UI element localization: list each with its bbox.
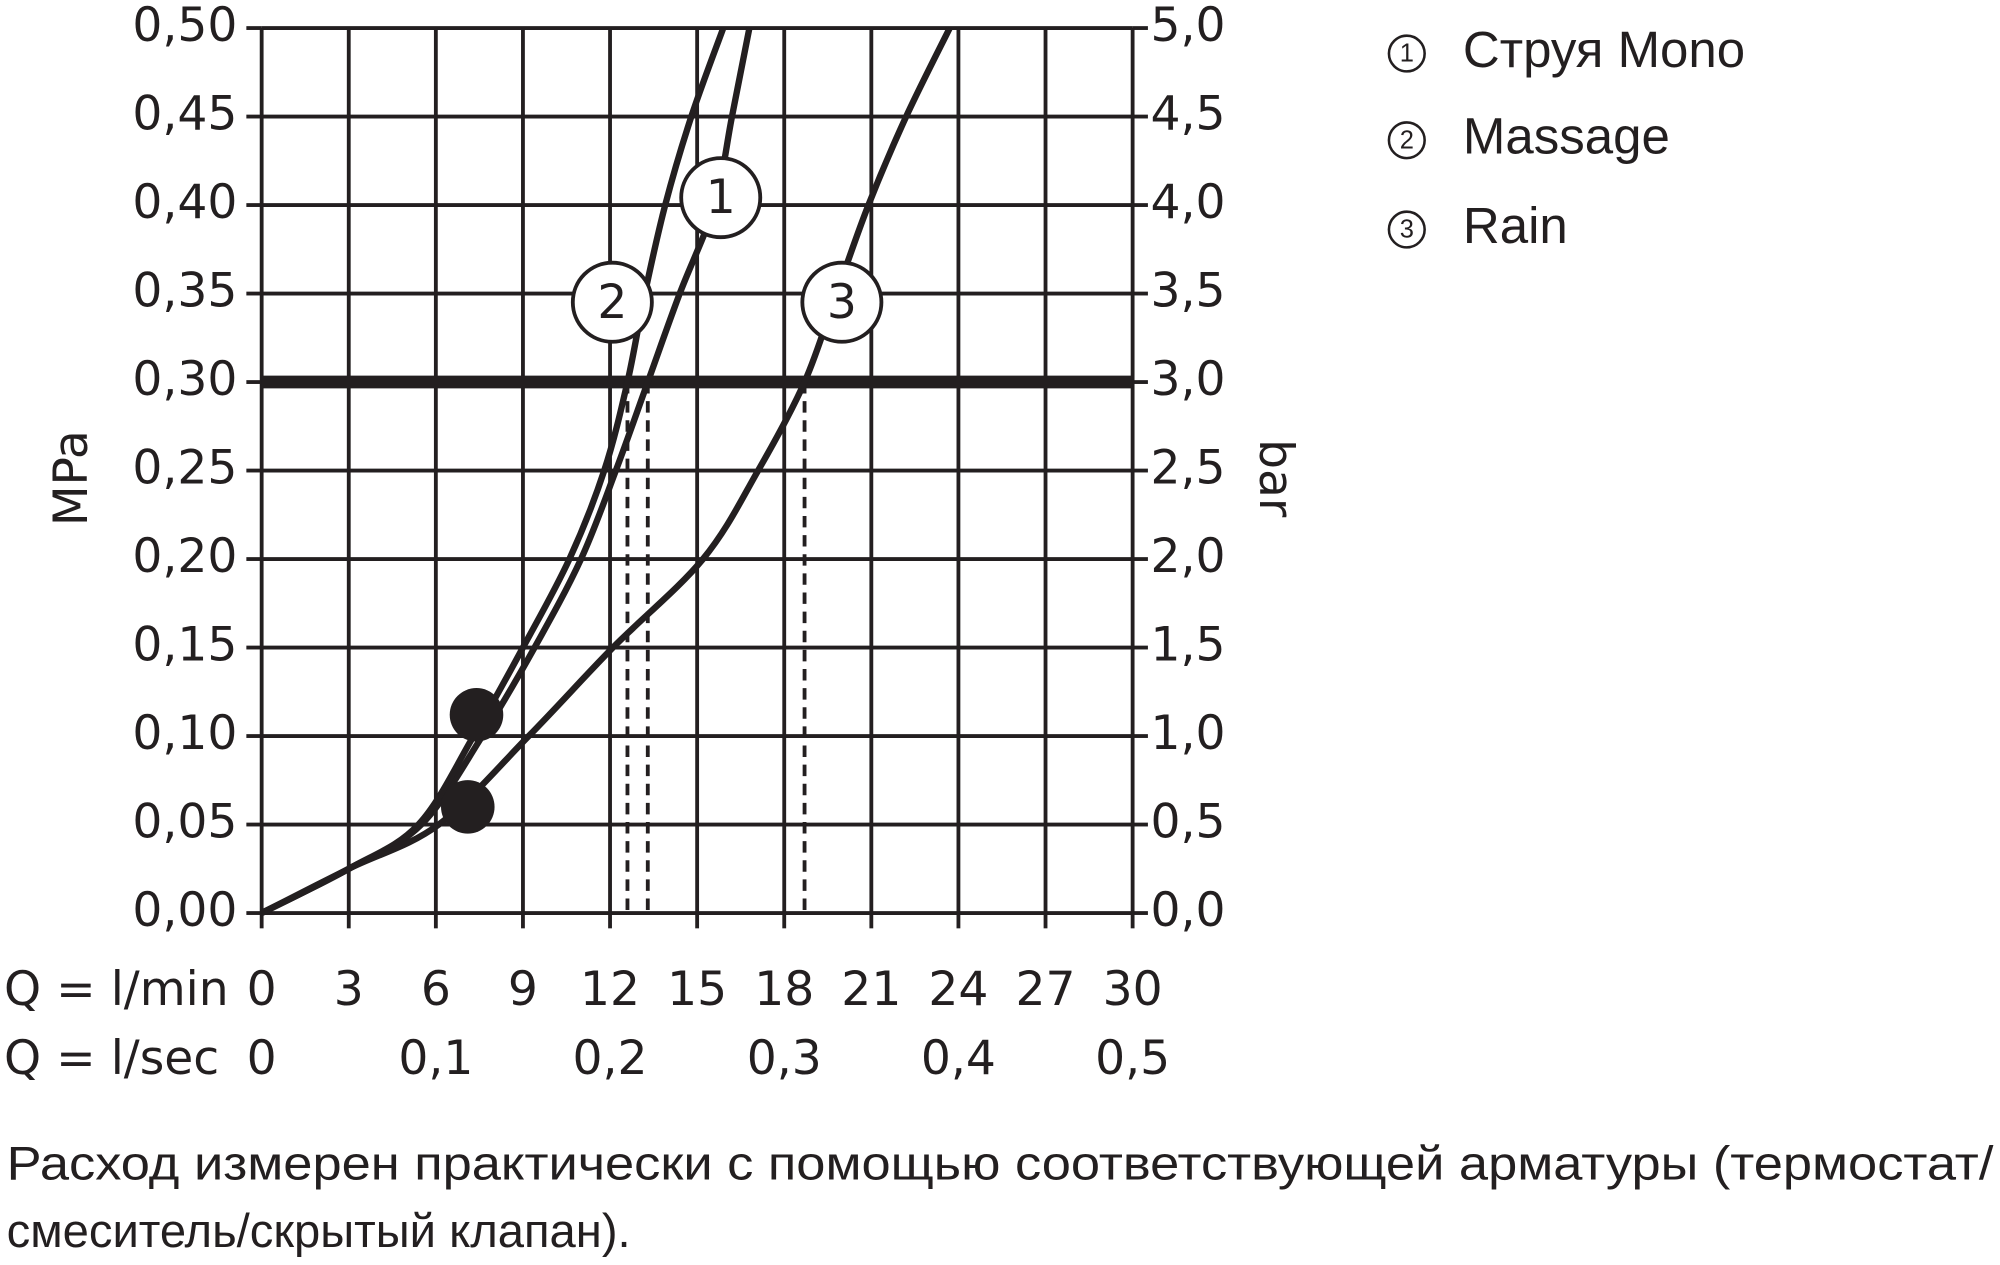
x2-axis-label: Q = l/sec [4,1031,219,1086]
legend-marker-label: 2 [1400,126,1414,154]
y2-tick-label: 5,0 [1150,0,1225,53]
y-tick-label: 0,25 [132,441,237,496]
y2-tick-label: 2,5 [1150,441,1225,496]
x-tick-label: 30 [1103,962,1163,1017]
x-tick-label: 24 [928,962,988,1017]
plot: 1 2 3 [260,26,1133,916]
curve-label: 1 [706,170,736,225]
footnote: смеситель/скрытый клапан). [7,1204,631,1257]
legend-label: Massage [1463,108,1670,165]
x-tick-label: 0 [247,962,277,1017]
x-axis-label: Q = l/min [4,962,229,1017]
curve-label-circle [800,260,884,344]
x2-tick-label: 0,5 [1095,1031,1170,1086]
curve-label: 2 [597,275,627,330]
x-tick-label: 27 [1016,962,1076,1017]
y2-tick-label: 0,5 [1150,795,1225,850]
x2-tick-label: 0,1 [398,1031,473,1086]
legend-marker-label: 1 [1400,40,1414,68]
y-tick-label: 0,05 [132,795,237,850]
x-tick-label: 18 [754,962,814,1017]
grid [246,26,1148,929]
footnote: Расход измерен практически с помощью соо… [7,1136,1995,1189]
y-tick-label: 0,50 [132,0,237,53]
y2-tick-label: 3,0 [1150,352,1225,407]
x2-tick-label: 0 [247,1031,277,1086]
x2-tick-label: 0,4 [921,1031,996,1086]
y2-axis-label: bar [1248,439,1303,518]
curve-label-circle [570,260,654,344]
y-tick-label: 0,20 [132,529,237,584]
x-tick-label: 15 [667,962,727,1017]
y2-tick-label: 1,0 [1150,706,1225,761]
y-axis-label: MPa [44,430,99,526]
legend-label: Rain [1463,197,1568,254]
y-tick-label: 0,35 [132,264,237,319]
y-tick-label: 0,30 [132,352,237,407]
x2-tick-label: 0,3 [747,1031,822,1086]
y-tick-label: 0,45 [132,87,237,142]
y2-tick-label: 3,5 [1150,264,1225,319]
x-tick-label: 9 [508,962,538,1017]
y2-tick-label: 4,0 [1150,175,1225,230]
x2-tick-label: 0,2 [573,1031,648,1086]
y2-tick-label: 2,0 [1150,529,1225,584]
curve [260,26,727,916]
y-tick-label: 0,00 [132,883,237,938]
y2-tick-label: 0,0 [1150,883,1225,938]
point [441,780,495,834]
curve-label: 3 [827,275,857,330]
legend-marker [1387,121,1426,160]
x-tick-label: 21 [841,962,901,1017]
y-tick-label: 0,40 [132,175,237,230]
y-tick-label: 0,15 [132,618,237,673]
curve-label-circle [679,156,763,240]
curve [260,26,953,916]
legend-marker-label: 3 [1400,216,1414,244]
y2-tick-label: 1,5 [1150,618,1225,673]
y-tick-label: 0,10 [132,706,237,761]
x-tick-label: 12 [580,962,640,1017]
legend-label: Струя Mono [1463,21,1745,78]
x-tick-label: 3 [334,962,364,1017]
point [449,688,504,742]
legend-marker [1387,34,1426,73]
y2-tick-label: 4,5 [1150,87,1225,142]
x-tick-label: 6 [421,962,451,1017]
legend-marker [1387,210,1426,249]
